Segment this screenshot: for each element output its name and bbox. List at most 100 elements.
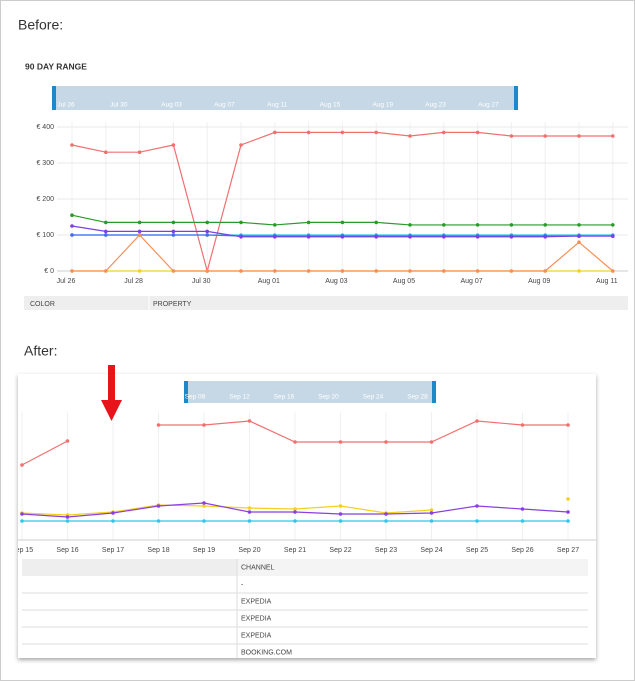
data-point [566, 510, 570, 514]
slider-handle[interactable] [514, 86, 518, 110]
data-point [442, 223, 446, 227]
x-tick-label: Jul 30 [192, 278, 211, 285]
data-point [442, 269, 446, 273]
data-point [306, 130, 311, 135]
data-point [70, 213, 74, 217]
column-header: COLOR [30, 301, 55, 308]
data-point [577, 234, 581, 238]
data-point [239, 143, 243, 147]
data-point [65, 519, 70, 523]
range-slider[interactable] [54, 86, 517, 110]
x-tick-label: Aug 03 [325, 278, 347, 285]
x-tick-label: Sep 17 [102, 547, 124, 554]
data-point [293, 519, 297, 523]
data-point [293, 440, 297, 444]
range-label: Sep 08 [185, 394, 206, 401]
x-tick-label: Sep 20 [238, 547, 260, 554]
data-point [273, 269, 277, 273]
x-tick-label: Sep 27 [557, 547, 579, 554]
data-point [475, 223, 480, 227]
data-point [137, 269, 142, 273]
data-point [543, 134, 547, 138]
data-point [239, 235, 243, 239]
data-point [509, 223, 514, 227]
data-point [273, 235, 277, 239]
range-label: Aug 11 [267, 102, 288, 109]
range-label: Sep 20 [318, 394, 339, 401]
data-point [137, 229, 142, 234]
x-tick-label: Sep 21 [284, 547, 306, 554]
data-point [20, 519, 24, 523]
data-point [273, 130, 277, 135]
data-point [306, 269, 311, 273]
data-point [202, 423, 206, 427]
data-point [171, 229, 176, 234]
data-point [509, 235, 514, 239]
data-point [543, 223, 547, 227]
data-point [156, 519, 161, 523]
range-label: Sep 12 [229, 394, 250, 401]
range-label: Jul 26 [57, 102, 75, 109]
data-point [293, 510, 297, 514]
before-label: Before: [18, 17, 63, 33]
data-point [577, 240, 581, 244]
data-point [104, 233, 108, 237]
data-point [111, 511, 115, 515]
data-point [611, 134, 615, 138]
data-point [156, 504, 161, 508]
slider-handle[interactable] [184, 381, 188, 403]
data-point [340, 269, 345, 273]
data-point [338, 440, 343, 444]
data-point [239, 269, 243, 273]
x-tick-label: Sep 16 [56, 547, 78, 554]
table-header [22, 559, 237, 576]
data-point [247, 510, 252, 514]
column-header: PROPERTY [153, 301, 192, 308]
data-point [340, 130, 345, 135]
range-label: Aug 23 [425, 102, 446, 109]
data-point [247, 419, 252, 423]
data-point [202, 504, 206, 508]
arrow [101, 365, 122, 421]
data-point [104, 269, 108, 273]
range-slider[interactable] [186, 381, 435, 403]
data-point [442, 235, 446, 239]
range-label: Aug 07 [214, 102, 235, 109]
data-point [156, 423, 161, 427]
data-point [104, 229, 108, 234]
x-tick-label: Aug 07 [461, 278, 483, 285]
data-point [429, 440, 434, 444]
y-tick-label: € 0 [44, 268, 54, 275]
data-point [408, 235, 412, 239]
data-point [408, 134, 412, 138]
data-point [384, 519, 388, 523]
data-point [70, 233, 74, 237]
slider-handle[interactable] [432, 381, 436, 403]
data-point [65, 439, 70, 443]
data-point [171, 269, 176, 273]
data-point [408, 223, 412, 227]
data-point [475, 269, 480, 273]
data-point [202, 501, 206, 505]
data-point [202, 519, 206, 523]
x-tick-label: Sep 26 [511, 547, 533, 554]
x-tick-label: Aug 11 [596, 278, 618, 285]
data-point [611, 269, 615, 273]
after-panel [18, 374, 596, 658]
data-point [509, 269, 514, 273]
data-point [577, 134, 581, 138]
data-point [442, 130, 446, 135]
data-point [338, 519, 343, 523]
x-tick-label: Sep 24 [420, 547, 442, 554]
data-point [70, 269, 74, 273]
data-point [65, 515, 70, 519]
data-point [611, 234, 615, 238]
range-label: Sep 28 [407, 394, 428, 401]
x-tick-label: Sep 15 [11, 547, 33, 554]
data-point [520, 507, 525, 511]
data-point [111, 519, 115, 523]
slider-handle[interactable] [52, 86, 56, 110]
x-tick-label: Sep 23 [375, 547, 397, 554]
data-point [137, 150, 142, 154]
range-label: Aug 15 [320, 102, 341, 109]
